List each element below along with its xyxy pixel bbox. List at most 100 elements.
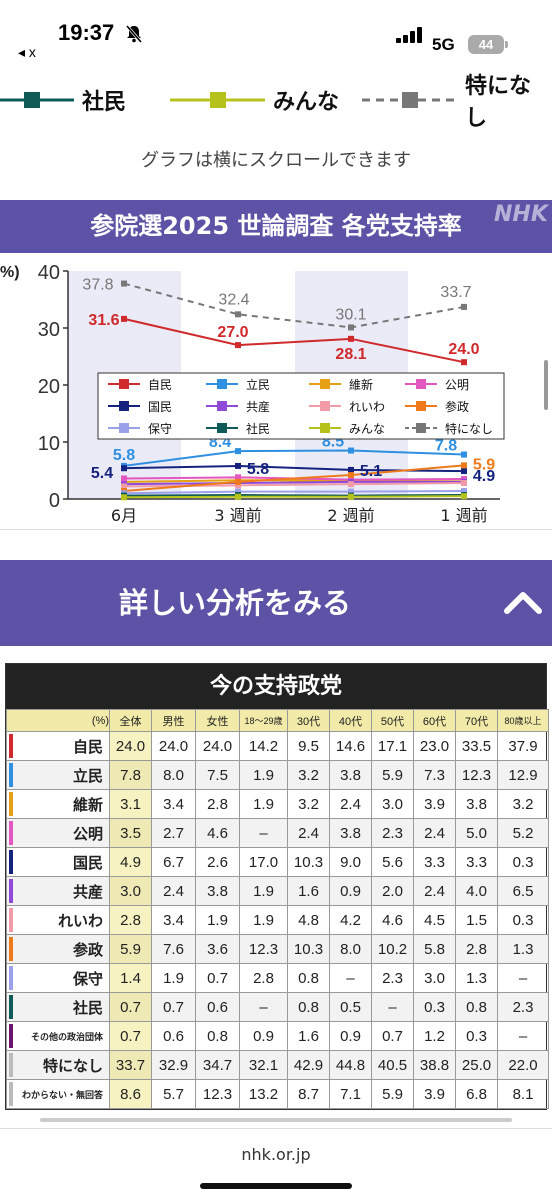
y-tick-label: 30: [38, 319, 60, 341]
table-cell: 2.8: [239, 963, 288, 993]
table-cell: 1.9: [239, 876, 288, 906]
series-line: [123, 282, 465, 329]
table-row: 公明 3.5 2.7 4.6–2.4 3.8 2.3 2.4 5.0 5.2: [6, 818, 549, 848]
data-point: [235, 342, 241, 349]
table-party-cell: 共産: [6, 876, 110, 906]
legend-strip-item: みんな: [170, 82, 339, 118]
party-name: わからない・無回答: [21, 1090, 103, 1101]
table-header-cell: 80歳以上: [497, 709, 549, 732]
data-point: [235, 474, 241, 481]
table-cell: 24.0: [151, 731, 196, 761]
legend-marker-icon: [217, 379, 227, 389]
legend-dashed-line-icon: [362, 92, 457, 108]
table-cell: 0.3: [413, 992, 456, 1022]
data-point: [235, 493, 241, 500]
table-cell: 7.6: [151, 934, 196, 964]
table-cell: 9.0: [329, 847, 372, 877]
legend-marker-icon: [416, 379, 426, 389]
data-point: [461, 451, 467, 458]
table-cell: –: [239, 818, 288, 848]
party-color-bar: [9, 908, 13, 932]
table-cell: 3.9: [413, 1079, 456, 1109]
chevron-up-icon: [504, 592, 542, 614]
table-row: 国民 4.9 6.7 2.6 17.0 10.3 9.0 5.6 3.3 3.3 0.3: [6, 847, 549, 877]
table-cell: 3.4: [151, 789, 196, 819]
table-row: 維新 3.1 3.4 2.8 1.9 3.2 2.4 3.0 3.9 3.8 3.2: [6, 789, 549, 819]
party-color-bar: [9, 1024, 13, 1048]
party-name: 社民: [72, 998, 103, 1017]
data-point: [461, 303, 467, 310]
table-cell: 12.3: [239, 934, 288, 964]
data-label: 27.0: [217, 324, 248, 341]
table-party-cell: 国民: [6, 847, 110, 877]
table-cell: 42.9: [287, 1050, 330, 1080]
table-cell: 0.8: [455, 992, 498, 1022]
browser-footer: nhk.or.jp: [0, 1128, 552, 1200]
table-cell: 10.3: [287, 934, 330, 964]
table-cell: 1.3: [497, 934, 549, 964]
legend-strip: 社民 みんな 特になし: [0, 74, 552, 131]
data-point: [235, 448, 241, 455]
analysis-button[interactable]: 詳しい分析をみる: [0, 560, 552, 646]
table-row: れいわ 2.8 3.4 1.9 1.9 4.8 4.2 4.6 4.5 1.5 0.3: [6, 905, 549, 935]
data-point: [348, 493, 354, 500]
table-cell: 7.3: [413, 760, 456, 790]
table-cell: 3.8: [455, 789, 498, 819]
analysis-button-label: 詳しい分析をみる: [118, 586, 351, 620]
table-total-cell: 4.9: [109, 847, 152, 877]
legend-strip-item: 特になし: [362, 74, 552, 131]
data-point: [235, 482, 241, 489]
table-cell: 5.6: [371, 847, 414, 877]
data-point: [121, 475, 127, 482]
data-point: [461, 462, 467, 469]
table-party-cell: 社民: [6, 992, 110, 1022]
legend-marker-icon: [119, 423, 129, 433]
table-cell: 4.8: [287, 905, 330, 935]
party-name: 立民: [72, 766, 103, 785]
y-axis-label: %): [0, 264, 20, 281]
table-cell: 0.7: [195, 963, 240, 993]
data-point: [461, 359, 467, 366]
table-cell: 5.8: [413, 934, 456, 964]
vertical-scrollbar[interactable]: [544, 360, 548, 410]
table-header-cell: 30代: [287, 709, 330, 732]
back-button[interactable]: ◂ x: [18, 44, 36, 61]
horizontal-scrollbar[interactable]: [40, 1118, 512, 1122]
table-cell: 17.0: [239, 847, 288, 877]
table-row: その他の政治団体 0.7 0.6 0.8 0.9 1.6 0.9 0.7 1.2 0.3–: [6, 1021, 549, 1051]
y-tick-label: 20: [38, 376, 60, 398]
table-header-unit: (%): [6, 709, 110, 732]
table-total-cell: 3.5: [109, 818, 152, 848]
table-cell: 14.2: [239, 731, 288, 761]
legend-label: 国民: [148, 400, 172, 414]
status-bar: 19:37 ◂ x 5G 44: [0, 0, 552, 80]
home-indicator[interactable]: [200, 1183, 352, 1189]
table-party-cell: 維新: [6, 789, 110, 819]
table-cell: 40.5: [371, 1050, 414, 1080]
legend-label: 社民: [246, 421, 270, 436]
url-label[interactable]: nhk.or.jp: [241, 1145, 311, 1164]
table-cell: 6.7: [151, 847, 196, 877]
table-cell: –: [371, 992, 414, 1022]
table-cell: 4.5: [413, 905, 456, 935]
table-cell: 34.7: [195, 1050, 240, 1080]
table-cell: 4.0: [455, 876, 498, 906]
legend-label: 自民: [148, 378, 172, 392]
table-cell: 3.2: [287, 760, 330, 790]
legend-line-icon: [0, 92, 74, 108]
network-type: 5G: [432, 35, 455, 54]
table-cell: 0.3: [455, 1021, 498, 1051]
table-row: 立民 7.8 8.0 7.5 1.9 3.2 3.8 5.9 7.3 12.3 12.9: [6, 760, 549, 790]
party-color-bar: [9, 995, 13, 1019]
table-cell: 6.5: [497, 876, 549, 906]
data-label: 5.8: [247, 461, 269, 478]
status-time: 19:37: [58, 20, 115, 45]
table-party-cell: 立民: [6, 760, 110, 790]
chart-card[interactable]: 参院選2025 世論調査 各党支持率 NHK 0 10 20 30 40%) 6月 3 週前…: [0, 200, 552, 530]
table-row: 参政 5.9 7.6 3.6 12.3 10.3 8.0 10.2 5.8 2.8 1.3: [6, 934, 549, 964]
table-cell: 2.0: [371, 876, 414, 906]
table-cell: 0.7: [151, 992, 196, 1022]
table-cell: 1.2: [413, 1021, 456, 1051]
chart-header: 参院選2025 世論調査 各党支持率 NHK: [0, 200, 552, 253]
table-cell: 1.6: [287, 876, 330, 906]
